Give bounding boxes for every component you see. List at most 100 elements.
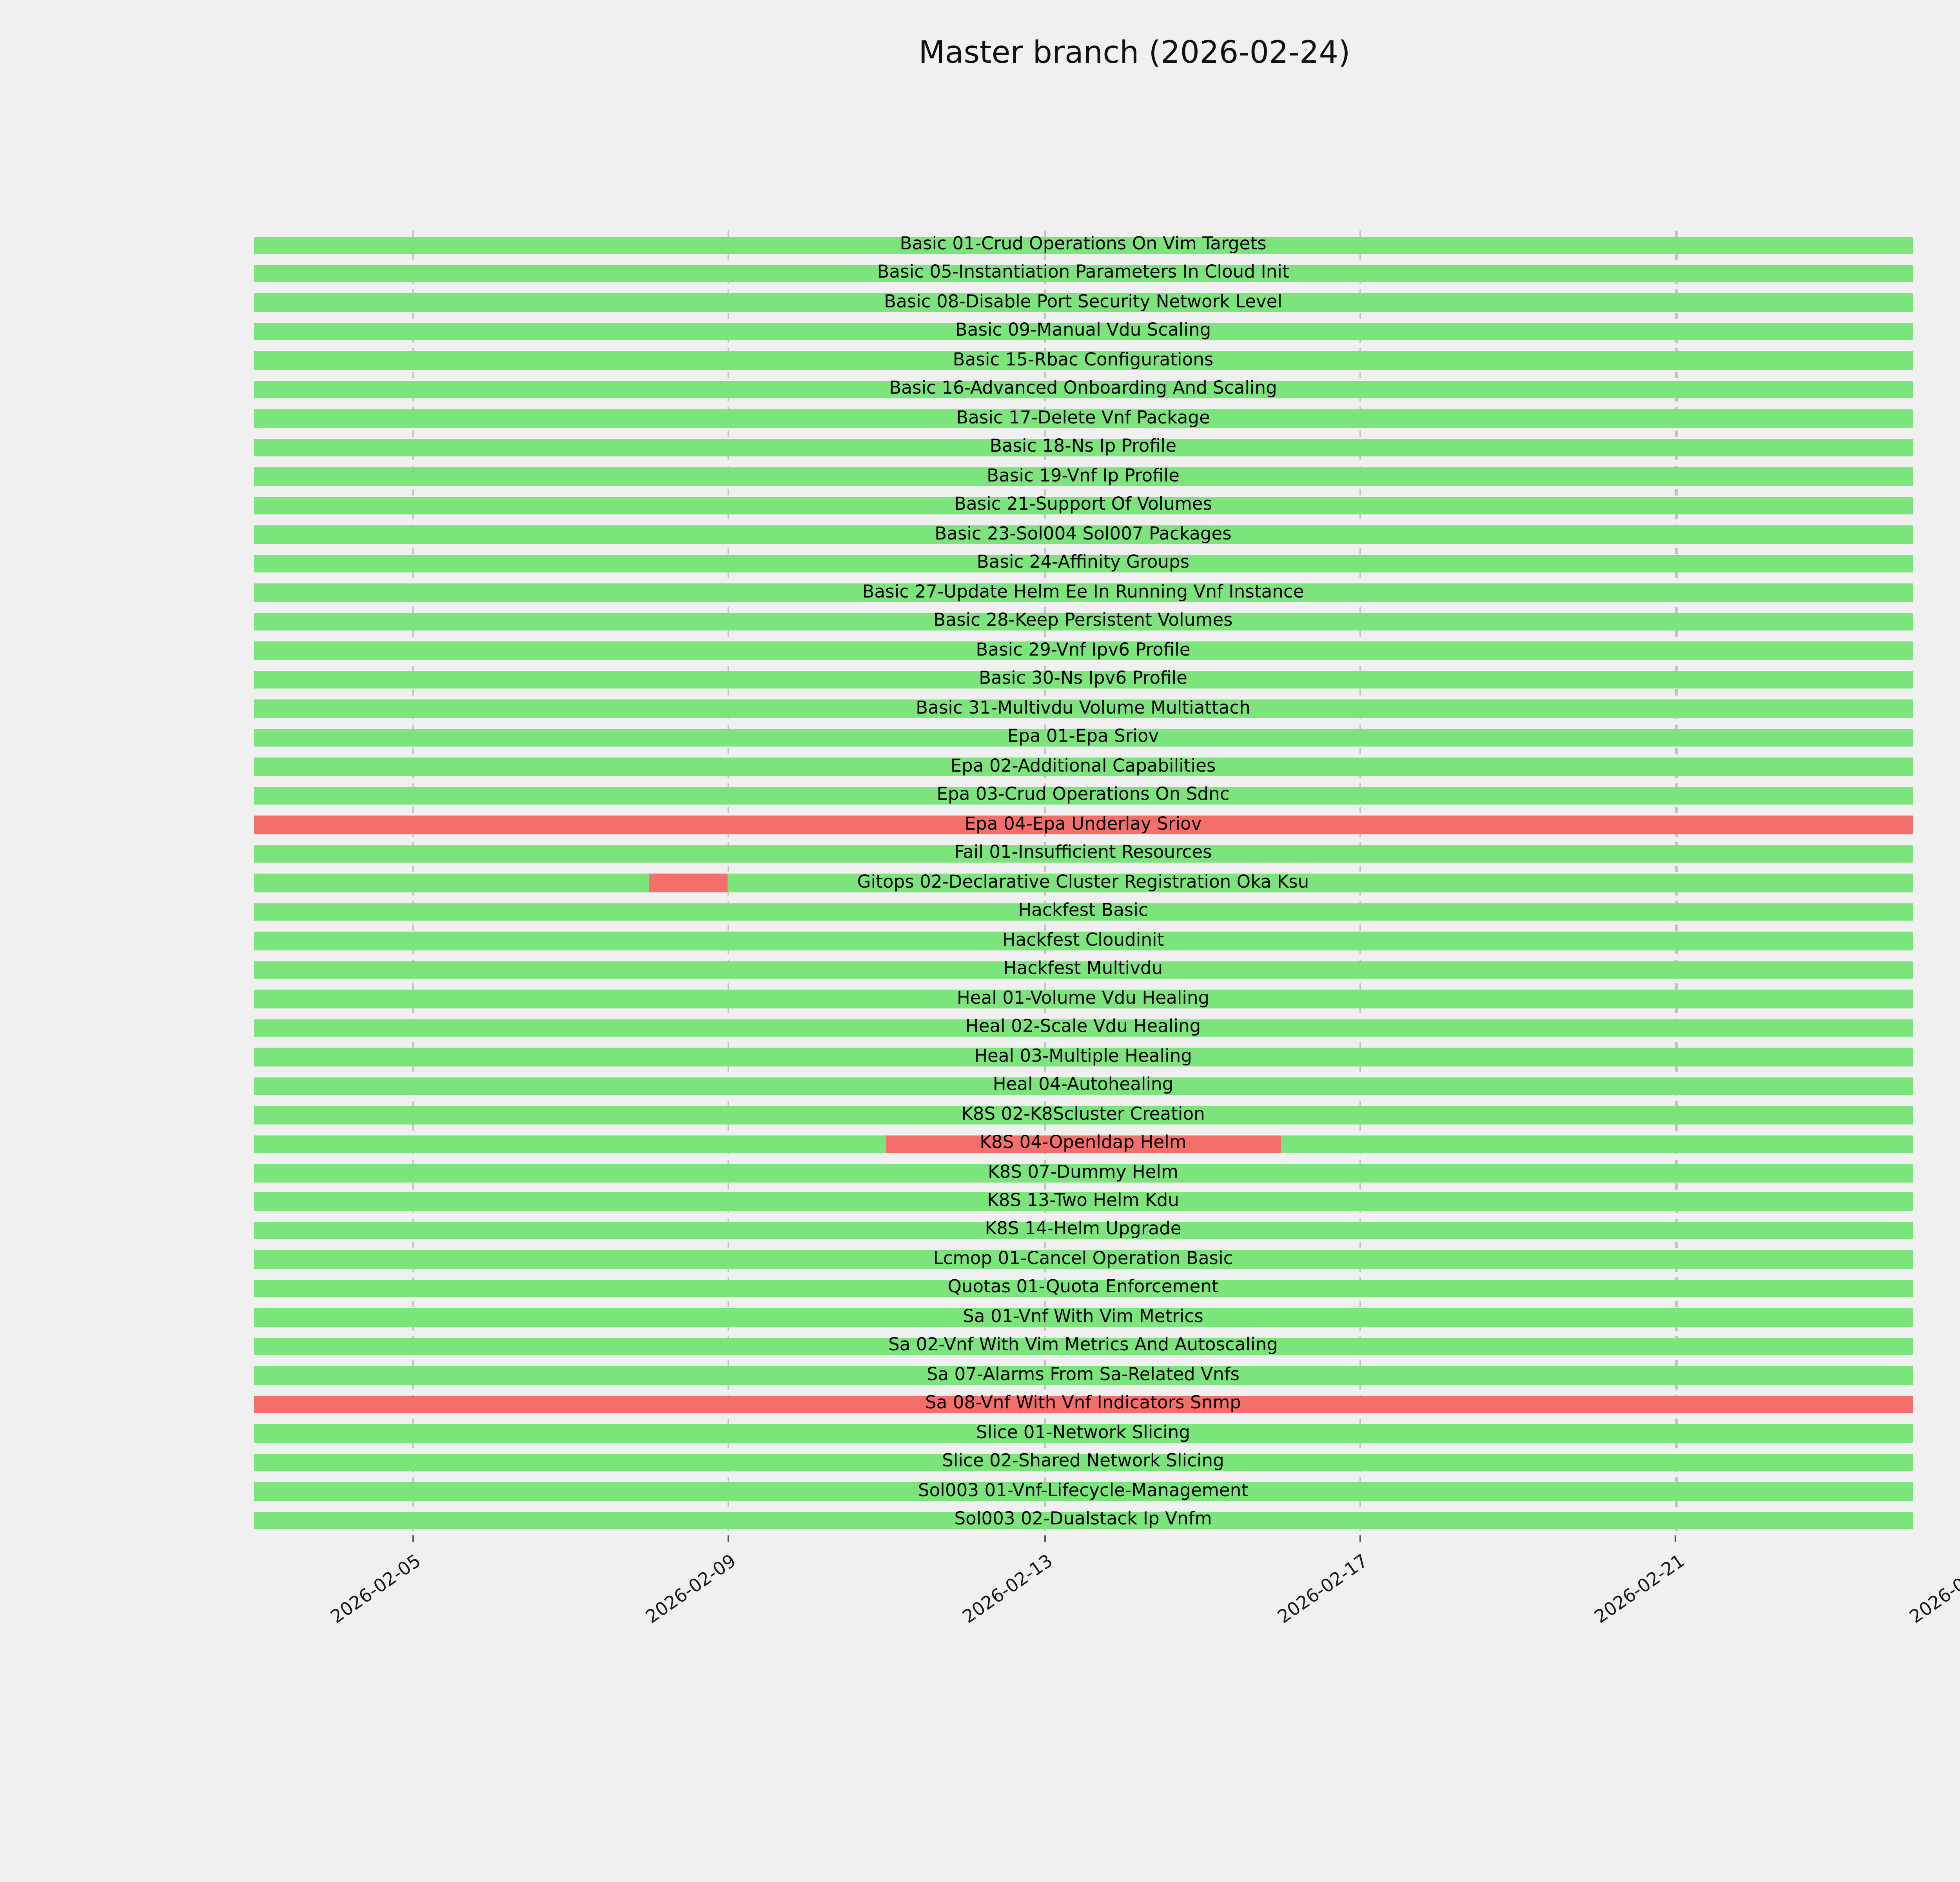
status-bar <box>254 555 1913 573</box>
timeline-row: K8S 13-Two Helm Kdu <box>254 1187 1960 1216</box>
status-bar <box>254 468 1913 486</box>
fail-segment <box>649 874 728 892</box>
timeline-row: Heal 01-Volume Vdu Healing <box>254 984 1960 1013</box>
chart-title: Master branch (2026-02-24) <box>918 35 1350 71</box>
status-bar <box>254 845 1913 863</box>
row-label: Epa 04-Epa Underlay Sriov <box>964 813 1202 834</box>
timeline-row: Basic 27-Update Helm Ee In Running Vnf I… <box>254 578 1960 607</box>
status-bar <box>254 613 1913 631</box>
status-bar <box>254 1337 1913 1356</box>
row-label: Basic 28-Keep Persistent Volumes <box>933 610 1233 631</box>
x-axis: 2026-02-05 2026-02-09 2026-02-13 2026-02-17… <box>254 1535 1960 1724</box>
timeline-row: Basic 05-Instantiation Parameters In Clo… <box>254 260 1960 289</box>
row-label: Basic 15-Rbac Configurations <box>953 349 1214 370</box>
row-label: K8S 07-Dummy Helm <box>987 1161 1179 1182</box>
status-bar <box>254 1250 1913 1269</box>
status-bar <box>254 1192 1913 1211</box>
rows: Basic 01-Crud Operations On Vim Targets B… <box>254 231 1960 1535</box>
status-bar <box>254 758 1913 776</box>
row-label: Basic 05-Instantiation Parameters In Clo… <box>877 262 1289 283</box>
row-label: K8S 13-Two Helm Kdu <box>987 1190 1179 1211</box>
status-bar <box>254 236 1913 254</box>
status-bar <box>254 1164 1913 1182</box>
timeline-row: Basic 19-Vnf Ip Profile <box>254 463 1960 492</box>
x-tick-mark <box>728 1535 730 1542</box>
timeline-row: Quotas 01-Quota Enforcement <box>254 1274 1960 1303</box>
status-bar <box>254 1511 1913 1530</box>
status-bar <box>254 439 1913 457</box>
row-label: Basic 17-Delete Vnf Package <box>956 407 1210 428</box>
timeline-row: Basic 29-Vnf Ipv6 Profile <box>254 636 1960 665</box>
status-bar <box>254 932 1913 950</box>
row-label: Sa 01-Vnf With Vim Metrics <box>963 1306 1203 1327</box>
timeline-row: Sa 01-Vnf With Vim Metrics <box>254 1303 1960 1332</box>
row-label: K8S 04-Openldap Helm <box>980 1132 1187 1153</box>
timeline-row: Slice 02-Shared Network Slicing <box>254 1448 1960 1477</box>
status-bar <box>254 1482 1913 1501</box>
timeline-row: Basic 28-Keep Persistent Volumes <box>254 607 1960 636</box>
timeline-row: Basic 23-Sol004 Sol007 Packages <box>254 520 1960 549</box>
row-label: Basic 23-Sol004 Sol007 Packages <box>935 523 1232 544</box>
x-tick-label: 2026-02-17 <box>1274 1550 1372 1628</box>
row-label: Slice 01-Network Slicing <box>976 1422 1191 1443</box>
status-bar <box>254 990 1913 1008</box>
timeline-row: K8S 14-Helm Upgrade <box>254 1216 1960 1245</box>
status-bar <box>254 1019 1913 1037</box>
timeline-row: Sol003 02-Dualstack Ip Vnfm <box>254 1506 1960 1535</box>
row-label: Hackfest Cloudinit <box>1002 929 1164 950</box>
row-label: Basic 09-Manual Vdu Scaling <box>955 320 1211 341</box>
status-bar <box>254 584 1913 602</box>
row-label: Basic 30-Ns Ipv6 Profile <box>979 669 1187 689</box>
timeline-row: Basic 15-Rbac Configurations <box>254 347 1960 376</box>
x-tick-mark <box>1675 1535 1677 1542</box>
status-bar <box>254 526 1913 544</box>
row-label: Basic 16-Advanced Onboarding And Scaling <box>889 378 1277 399</box>
timeline-row: Hackfest Cloudinit <box>254 926 1960 956</box>
status-bar <box>254 1453 1913 1472</box>
timeline-row: Basic 17-Delete Vnf Package <box>254 405 1960 434</box>
timeline-row: Hackfest Basic <box>254 897 1960 926</box>
status-bar <box>254 787 1913 805</box>
row-label: Sa 02-Vnf With Vim Metrics And Autoscali… <box>888 1335 1278 1356</box>
timeline-row: Heal 02-Scale Vdu Healing <box>254 1013 1960 1042</box>
status-bar <box>254 728 1913 747</box>
timeline-row: Basic 30-Ns Ipv6 Profile <box>254 665 1960 694</box>
status-bar <box>254 323 1913 341</box>
x-tick-mark <box>412 1535 414 1542</box>
row-label: Basic 29-Vnf Ipv6 Profile <box>976 639 1191 660</box>
x-tick-label: 2026-02-05 <box>326 1550 425 1628</box>
timeline-row: Sol003 01-Vnf-Lifecycle-Management <box>254 1477 1960 1506</box>
timeline-row: Epa 03-Crud Operations On Sdnc <box>254 781 1960 810</box>
timeline-row: Basic 21-Support Of Volumes <box>254 491 1960 520</box>
row-label: Heal 01-Volume Vdu Healing <box>956 987 1210 1008</box>
row-label: Fail 01-Insufficient Resources <box>954 842 1212 863</box>
status-bar <box>254 410 1913 428</box>
timeline-row: Epa 02-Additional Capabilities <box>254 752 1960 781</box>
status-bar <box>254 1048 1913 1066</box>
row-label: Heal 02-Scale Vdu Healing <box>965 1016 1201 1037</box>
status-bar <box>254 1221 1913 1240</box>
row-label: Epa 02-Additional Capabilities <box>950 755 1216 776</box>
row-label: Basic 24-Affinity Groups <box>976 552 1190 573</box>
timeline-row: K8S 02-K8Scluster Creation <box>254 1100 1960 1129</box>
row-label: Basic 01-Crud Operations On Vim Targets <box>900 234 1267 254</box>
timeline-row: Basic 24-Affinity Groups <box>254 549 1960 578</box>
timeline-row: Hackfest Multivdu <box>254 955 1960 984</box>
timeline-row: Basic 18-Ns Ip Profile <box>254 434 1960 463</box>
row-label: Basic 19-Vnf Ip Profile <box>987 465 1180 486</box>
status-bar <box>254 1279 1913 1298</box>
row-label: K8S 14-Helm Upgrade <box>985 1219 1181 1240</box>
status-bar <box>254 497 1913 515</box>
timeline-row: Gitops 02-Declarative Cluster Registrati… <box>254 868 1960 897</box>
row-label: Epa 03-Crud Operations On Sdnc <box>936 784 1230 805</box>
row-label: Sol003 02-Dualstack Ip Vnfm <box>954 1509 1212 1530</box>
x-tick-label: 2026-02-21 <box>1589 1550 1688 1628</box>
row-label: Basic 21-Support Of Volumes <box>954 494 1212 515</box>
row-label: Heal 03-Multiple Healing <box>974 1045 1192 1066</box>
row-label: Slice 02-Shared Network Slicing <box>942 1451 1224 1472</box>
timeline-row: Sa 08-Vnf With Vnf Indicators Snmp <box>254 1390 1960 1419</box>
status-bar <box>254 961 1913 979</box>
row-label: Hackfest Basic <box>1018 900 1148 921</box>
row-label: Basic 31-Multivdu Volume Multiattach <box>916 698 1250 718</box>
